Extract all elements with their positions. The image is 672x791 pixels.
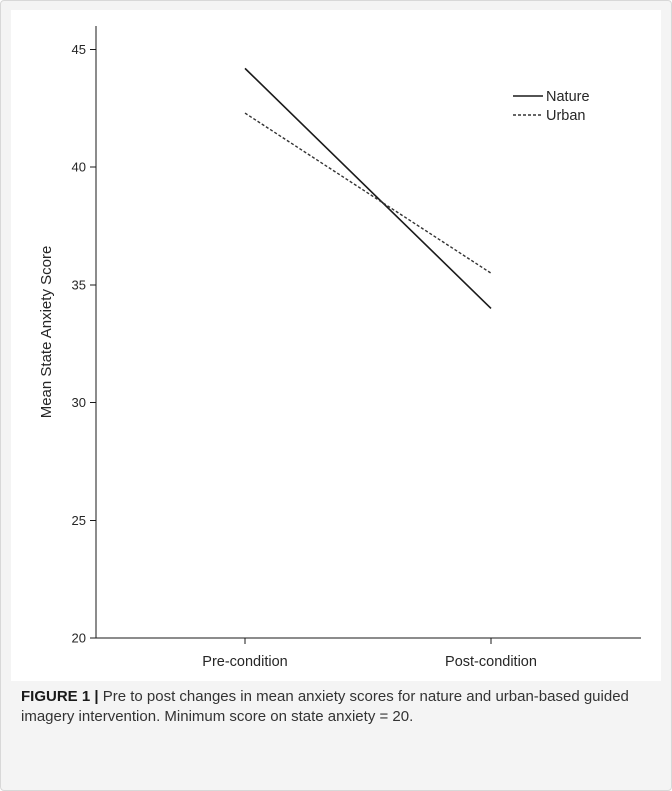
y-axis-title: Mean State Anxiety Score bbox=[38, 246, 55, 419]
legend-label-nature: Nature bbox=[546, 89, 590, 105]
series-line-nature bbox=[244, 67, 492, 310]
line-chart: Mean State Anxiety Score 20 25 30 35 40 45 Pr… bbox=[38, 26, 641, 670]
caption-label: FIGURE 1 | bbox=[21, 688, 99, 705]
figure-caption: FIGURE 1 | Pre to post changes in mean a… bbox=[21, 687, 653, 727]
caption-text: Pre to post changes in mean anxiety scor… bbox=[21, 688, 629, 725]
series-line-urban bbox=[244, 112, 492, 274]
series-lines bbox=[244, 67, 492, 310]
y-tick-label: 20 bbox=[72, 631, 86, 646]
y-tick-label: 30 bbox=[72, 395, 86, 410]
y-tick-label: 25 bbox=[72, 513, 86, 528]
x-tick-label: Post-condition bbox=[445, 654, 537, 670]
x-tick-label: Pre-condition bbox=[202, 654, 287, 670]
chart-area: Mean State Anxiety Score 20 25 30 35 40 45 Pr… bbox=[11, 10, 661, 681]
x-axis-ticks: Pre-condition Post-condition bbox=[202, 638, 537, 670]
y-axis-ticks: 20 25 30 35 40 45 bbox=[72, 42, 96, 646]
legend: Nature Urban bbox=[513, 89, 590, 124]
y-tick-label: 40 bbox=[72, 160, 86, 175]
y-tick-label: 45 bbox=[72, 42, 86, 57]
y-tick-label: 35 bbox=[72, 277, 86, 292]
legend-label-urban: Urban bbox=[546, 108, 586, 124]
